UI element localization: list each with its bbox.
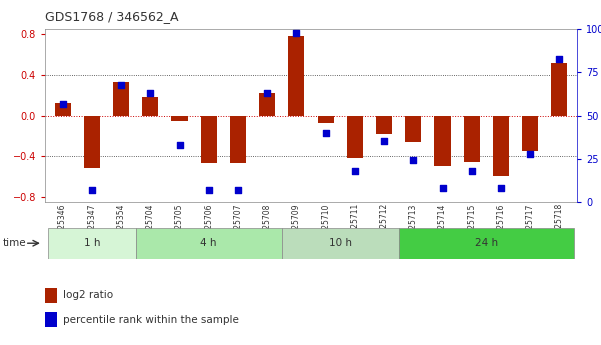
- Point: [321, 130, 331, 136]
- Point: [438, 185, 447, 191]
- Bar: [551, 63, 567, 116]
- Point: [496, 185, 506, 191]
- Text: 10 h: 10 h: [329, 238, 352, 248]
- Text: time: time: [3, 238, 26, 248]
- Bar: [136, 228, 282, 259]
- Bar: [493, 116, 509, 176]
- Bar: [376, 116, 392, 134]
- Bar: [48, 228, 136, 259]
- Bar: [259, 93, 275, 116]
- Bar: [317, 116, 334, 123]
- Text: 1 h: 1 h: [84, 238, 100, 248]
- Point: [87, 187, 97, 193]
- Point: [467, 168, 477, 174]
- Bar: [45, 312, 57, 327]
- Point: [263, 90, 272, 96]
- Bar: [347, 116, 363, 158]
- Bar: [45, 288, 57, 303]
- Bar: [201, 116, 217, 163]
- Text: percentile rank within the sample: percentile rank within the sample: [63, 315, 239, 325]
- Bar: [435, 116, 451, 166]
- Point: [379, 139, 389, 144]
- Bar: [55, 104, 71, 116]
- Bar: [282, 228, 398, 259]
- Point: [204, 187, 213, 193]
- Point: [291, 30, 301, 36]
- Point: [525, 151, 535, 156]
- Text: GDS1768 / 346562_A: GDS1768 / 346562_A: [45, 10, 178, 23]
- Bar: [398, 228, 574, 259]
- Bar: [84, 116, 100, 168]
- Bar: [171, 116, 188, 121]
- Point: [58, 101, 67, 106]
- Bar: [113, 82, 129, 116]
- Text: 24 h: 24 h: [475, 238, 498, 248]
- Point: [175, 142, 185, 148]
- Point: [409, 158, 418, 163]
- Text: 4 h: 4 h: [201, 238, 217, 248]
- Bar: [142, 97, 158, 116]
- Point: [116, 82, 126, 87]
- Point: [555, 56, 564, 61]
- Bar: [464, 116, 480, 162]
- Text: log2 ratio: log2 ratio: [63, 290, 113, 300]
- Bar: [230, 116, 246, 163]
- Point: [145, 90, 155, 96]
- Point: [233, 187, 243, 193]
- Bar: [405, 116, 421, 142]
- Point: [350, 168, 359, 174]
- Bar: [522, 116, 538, 151]
- Bar: [288, 37, 305, 116]
